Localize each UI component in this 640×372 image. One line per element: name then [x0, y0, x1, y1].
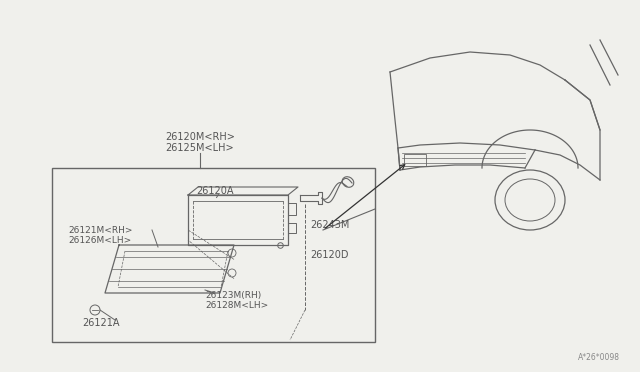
Text: A*26*0098: A*26*0098 — [578, 353, 620, 362]
Text: 26126M<LH>: 26126M<LH> — [68, 236, 131, 245]
Bar — [52, 168, 375, 342]
Text: 26120M<RH>: 26120M<RH> — [165, 132, 235, 142]
Bar — [288, 203, 296, 215]
Text: 26120D: 26120D — [310, 250, 349, 260]
Text: 26128M<LH>: 26128M<LH> — [205, 301, 268, 310]
Text: 26123M(RH): 26123M(RH) — [205, 291, 261, 300]
Text: 26121M<RH>: 26121M<RH> — [68, 226, 132, 235]
Text: 26125M<LH>: 26125M<LH> — [166, 143, 234, 153]
Text: 26243M: 26243M — [310, 220, 349, 230]
Bar — [404, 154, 426, 166]
Ellipse shape — [495, 170, 565, 230]
Bar — [288, 223, 296, 233]
Text: 26121A: 26121A — [82, 318, 120, 328]
Text: 26120A: 26120A — [196, 186, 234, 196]
